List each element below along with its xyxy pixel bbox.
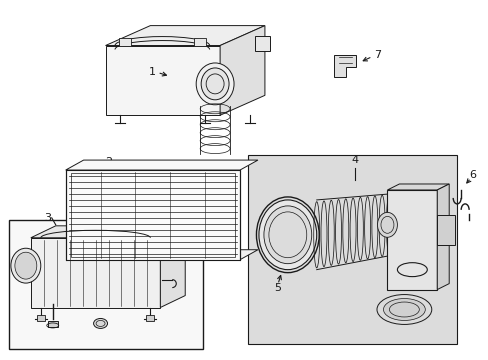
Bar — [194, 37, 206, 45]
Bar — [119, 37, 131, 45]
Polygon shape — [105, 45, 220, 115]
Ellipse shape — [93, 319, 107, 328]
Ellipse shape — [264, 206, 311, 264]
Text: 3: 3 — [43, 213, 51, 223]
Text: 2: 2 — [105, 157, 112, 167]
Ellipse shape — [377, 212, 397, 237]
Polygon shape — [436, 184, 448, 289]
Ellipse shape — [259, 200, 316, 270]
Polygon shape — [105, 26, 264, 45]
Ellipse shape — [15, 252, 37, 279]
Bar — [71, 173, 235, 257]
Polygon shape — [220, 26, 264, 115]
Polygon shape — [436, 215, 454, 245]
Bar — [146, 315, 154, 321]
Bar — [37, 315, 45, 321]
Ellipse shape — [383, 298, 425, 320]
Polygon shape — [65, 170, 240, 260]
Polygon shape — [65, 250, 258, 260]
Bar — [9, 220, 203, 349]
Ellipse shape — [376, 294, 431, 324]
Polygon shape — [254, 36, 269, 50]
Polygon shape — [31, 226, 185, 238]
Polygon shape — [386, 190, 436, 289]
Polygon shape — [65, 160, 258, 170]
Text: 4: 4 — [350, 155, 357, 165]
Text: 6: 6 — [468, 170, 475, 180]
Polygon shape — [160, 226, 185, 307]
Text: 5: 5 — [274, 283, 281, 293]
Polygon shape — [48, 321, 58, 328]
Polygon shape — [31, 238, 160, 307]
Text: 7: 7 — [374, 50, 381, 60]
Bar — [247, 155, 456, 345]
Polygon shape — [333, 55, 355, 77]
Ellipse shape — [196, 63, 234, 105]
Polygon shape — [386, 184, 448, 190]
Ellipse shape — [201, 68, 228, 100]
Ellipse shape — [11, 248, 41, 283]
Text: 1: 1 — [148, 67, 155, 77]
